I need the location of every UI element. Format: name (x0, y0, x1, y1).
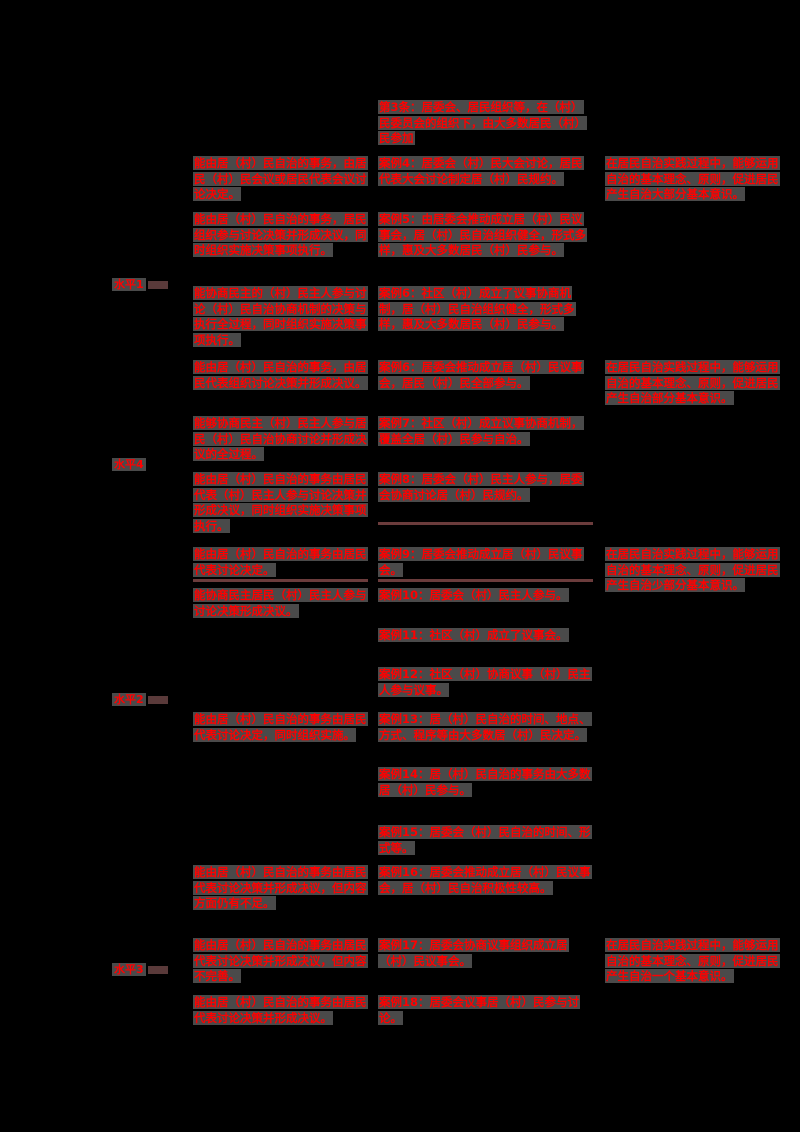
outcome-cell: 在居民自治实践过程中，能够运用自治的基本理念、原则，促进居民产生自治少部分基本意… (605, 547, 780, 592)
criteria-cell: 能由居（村）民自治的事务由居民代表讨论决策并形成决议，但内容不完善。 (193, 938, 368, 983)
case-cell: 案例15：居委会（村）民自治的时间、形式等。 (378, 825, 592, 855)
outcome-cell: 在居民自治实践过程中，能够运用自治的基本理念、原则，促进居民产生自治一个基本意识… (605, 938, 780, 983)
level-label-1: 水平1 (112, 278, 168, 292)
case-cell: 案例12：社区（村）协商议事（村）民主人参与议事。 (378, 667, 592, 697)
criteria-cell: 能由居（村）民自治的事务由居民代表讨论决策并形成决议，但内容方面仍有不足。 (193, 865, 368, 910)
criteria-cell: 能协商民主的（村）民主人参与讨论（村）民自治协商机制的决策与执行全过程，同时组织… (193, 286, 368, 347)
case-cell: 案例10：居委会（村）民主人参与。 (378, 588, 569, 602)
outcome-cell: 在居民自治实践过程中，能够运用自治的基本理念、原则，促进居民产生自治大部分基本意… (605, 156, 780, 201)
case-cell: 案例6：社区（村）成立了议事协商机制，居（村）民自治组织健全，形式多样，惠及大多… (378, 286, 576, 331)
case-cell: 第3条：居委会、居民组织等，在（村）民委员会的组织下，由大多数居民（村）民参加 (378, 100, 587, 145)
outcome-cell: 在居民自治实践过程中，能够运用自治的基本理念、原则，促进居民产生自治部分基本意识… (605, 360, 780, 405)
divider (378, 579, 593, 582)
criteria-cell: 能由居（村）民自治的事务，由居民代表组织讨论决策并形成决议。 (193, 360, 368, 390)
case-cell: 案例5：由居委会推动成立居（村）民议事会，居（村）民自治组织健全，形式多样，惠及… (378, 212, 587, 257)
divider (193, 579, 368, 582)
criteria-cell: 能由居（村）民自治的事务，居民组织参与讨论决策并形成决议，同时组织实施决策事项执… (193, 212, 368, 257)
criteria-cell: 能由居（村）民自治的事务，由居民（村）民会议或居民代表会议讨论决定。 (193, 156, 368, 201)
criteria-cell: 能由居（村）民自治的事务由居民代表讨论决定，同时组织实施。 (193, 712, 368, 742)
case-cell: 案例9：居委会推动成立居（村）民议事会。 (378, 547, 584, 577)
case-cell: 案例17：居委会协商议事组织成立居（村）民议事会。 (378, 938, 569, 968)
criteria-cell: 能由居（村）民自治的事务由居民代表讨论决定。 (193, 547, 368, 577)
level-label-2: 水平4 (112, 458, 146, 471)
case-cell: 案例11：社区（村）成立了议事会。 (378, 628, 569, 642)
level-label-3: 水平2 (112, 693, 168, 707)
case-cell: 案例18：居委会议事居（村）民参与讨论。 (378, 995, 581, 1025)
case-cell: 案例13：居（村）民自治的时间、地点、方式、程序等由大多数居（村）民决定。 (378, 712, 592, 742)
criteria-cell: 能由居（村）民自治的事务由居民代表（村）民主人参与讨论决策并形成决议，同时组织实… (193, 472, 368, 533)
case-cell: 案例14：居（村）民自治的事务由大多数居（村）民参与。 (378, 767, 592, 797)
criteria-cell: 能够协商民主（村）民主人参与居民（村）民自治协商讨论并形成决议的全过程。 (193, 416, 368, 461)
divider (378, 522, 593, 525)
case-cell: 案例8：居委会（村）民主人参与，居委会协商讨论居（村）民规约。 (378, 472, 584, 502)
case-cell: 案例7：社区（村）成立议事协商机制，覆盖全居（村）民参与自治。 (378, 416, 584, 446)
case-cell: 案例4：居委会（村）民大会讨论，居民代表大会讨论制定居（村）民规约。 (378, 156, 584, 186)
criteria-cell: 能协商民主居民（村）民主人参与讨论决策形成决议。 (193, 588, 368, 618)
case-cell: 案例6：居委会推动成立居（村）民议事会，居民（村）民全部参与。 (378, 360, 584, 390)
level-label-4: 水平3 (112, 963, 168, 977)
criteria-cell: 能由居（村）民自治的事务由居民代表讨论决策并形成决议。 (193, 995, 368, 1025)
case-cell: 案例16：居委会推动成立居（村）民议事会，居（村）民自治积极性较高。 (378, 865, 592, 895)
